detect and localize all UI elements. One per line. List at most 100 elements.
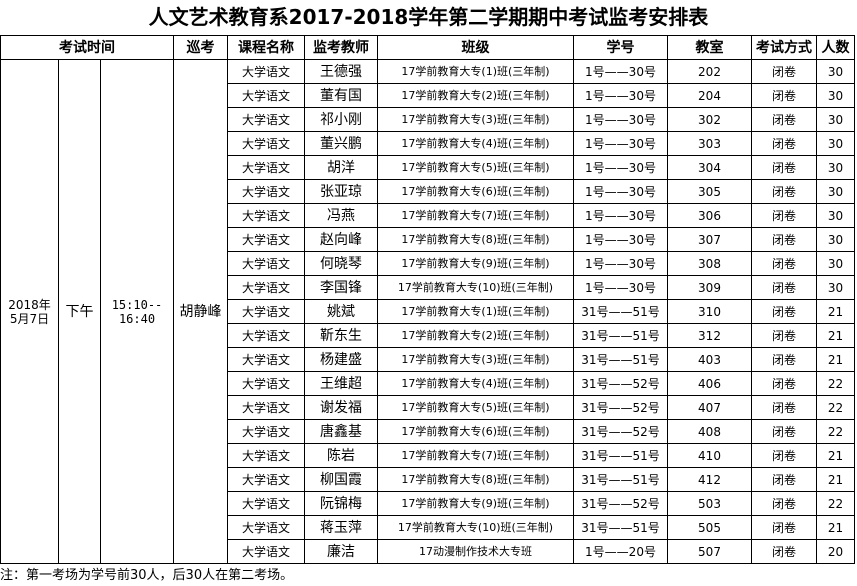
exam-type-cell: 闭卷 [751, 395, 817, 420]
room-cell: 406 [667, 371, 752, 396]
course-cell: 大学语文 [227, 491, 305, 516]
student-no-cell: 1号——30号 [573, 275, 668, 300]
schedule-table: 考试时间 巡考 课程名称 监考教师 班级 学号 教室 考试方式 人数 2018年… [0, 35, 855, 564]
course-cell: 大学语文 [227, 467, 305, 492]
student-no-cell: 31号——51号 [573, 515, 668, 540]
class-cell: 17学前教育大专(5)班(三年制) [377, 155, 574, 180]
exam-type-cell: 闭卷 [751, 203, 817, 228]
header-student-no: 学号 [573, 35, 668, 60]
teacher-cell: 董兴鹏 [304, 131, 378, 156]
table-row: 大学语文 董有国 17学前教育大专(2)班(三年制) 1号——30号 204 闭卷 30 [1, 83, 855, 108]
class-cell: 17学前教育大专(8)班(三年制) [377, 227, 574, 252]
class-cell: 17学前教育大专(3)班(三年制) [377, 107, 574, 132]
room-cell: 307 [667, 227, 752, 252]
room-cell: 312 [667, 323, 752, 348]
patrol-teacher: 胡静峰 [173, 59, 228, 564]
exam-type-cell: 闭卷 [751, 83, 817, 108]
exam-time: 15:10-- 16:40 [100, 59, 174, 564]
class-cell: 17学前教育大专(7)班(三年制) [377, 203, 574, 228]
exam-type-cell: 闭卷 [751, 179, 817, 204]
count-cell: 21 [816, 443, 855, 468]
course-cell: 大学语文 [227, 347, 305, 372]
count-cell: 21 [816, 347, 855, 372]
header-patrol: 巡考 [173, 35, 228, 60]
student-no-cell: 31号——52号 [573, 491, 668, 516]
room-cell: 303 [667, 131, 752, 156]
student-no-cell: 1号——30号 [573, 203, 668, 228]
room-cell: 310 [667, 299, 752, 324]
room-cell: 305 [667, 179, 752, 204]
page-title: 人文艺术教育系2017-2018学年第二学期期中考试监考安排表 [148, 5, 709, 29]
teacher-cell: 唐鑫基 [304, 419, 378, 444]
room-cell: 407 [667, 395, 752, 420]
count-cell: 30 [816, 179, 855, 204]
teacher-cell: 谢发福 [304, 395, 378, 420]
count-cell: 21 [816, 515, 855, 540]
header-invigilator: 监考教师 [304, 35, 378, 60]
student-no-cell: 1号——30号 [573, 227, 668, 252]
count-cell: 30 [816, 131, 855, 156]
course-cell: 大学语文 [227, 539, 305, 564]
header-room: 教室 [667, 35, 752, 60]
student-no-cell: 31号——51号 [573, 467, 668, 492]
count-cell: 22 [816, 491, 855, 516]
teacher-cell: 柳国霞 [304, 467, 378, 492]
table-row: 大学语文 谢发福 17学前教育大专(5)班(三年制) 31号——52号 407 闭卷 22 [1, 395, 855, 420]
teacher-cell: 靳东生 [304, 323, 378, 348]
table-row: 大学语文 赵向峰 17学前教育大专(8)班(三年制) 1号——30号 307 闭卷 30 [1, 227, 855, 252]
count-cell: 21 [816, 467, 855, 492]
count-cell: 22 [816, 371, 855, 396]
table-row: 大学语文 冯燕 17学前教育大专(7)班(三年制) 1号——30号 306 闭卷 30 [1, 203, 855, 228]
room-cell: 302 [667, 107, 752, 132]
table-row: 大学语文 杨建盛 17学前教育大专(3)班(三年制) 31号——51号 403 闭卷 21 [1, 347, 855, 372]
exam-type-cell: 闭卷 [751, 323, 817, 348]
class-cell: 17学前教育大专(6)班(三年制) [377, 179, 574, 204]
class-cell: 17动漫制作技术大专班 [377, 539, 574, 564]
room-cell: 202 [667, 59, 752, 84]
teacher-cell: 胡洋 [304, 155, 378, 180]
class-cell: 17学前教育大专(4)班(三年制) [377, 131, 574, 156]
exam-type-cell: 闭卷 [751, 491, 817, 516]
student-no-cell: 1号——30号 [573, 179, 668, 204]
exam-type-cell: 闭卷 [751, 227, 817, 252]
student-no-cell: 1号——30号 [573, 131, 668, 156]
room-cell: 309 [667, 275, 752, 300]
course-cell: 大学语文 [227, 203, 305, 228]
student-no-cell: 31号——52号 [573, 419, 668, 444]
student-no-cell: 31号——52号 [573, 371, 668, 396]
table-row: 2018年 5月7日 下午 15:10-- 16:40 胡静峰 大学语文 王德强 17学前教… [0, 59, 855, 564]
room-cell: 408 [667, 419, 752, 444]
teacher-cell: 祁小刚 [304, 107, 378, 132]
exam-type-cell: 闭卷 [751, 59, 817, 84]
exam-type-cell: 闭卷 [751, 443, 817, 468]
table-row: 大学语文 蒋玉萍 17学前教育大专(10)班(三年制) 31号——51号 505 闭卷 21 [1, 515, 855, 540]
course-cell: 大学语文 [227, 323, 305, 348]
room-cell: 507 [667, 539, 752, 564]
student-no-cell: 1号——20号 [573, 539, 668, 564]
exam-date: 2018年 5月7日 [0, 59, 59, 564]
teacher-cell: 杨建盛 [304, 347, 378, 372]
room-cell: 306 [667, 203, 752, 228]
table-row: 大学语文 李国锋 17学前教育大专(10)班(三年制) 1号——30号 309 闭卷 30 [1, 275, 855, 300]
exam-type-cell: 闭卷 [751, 251, 817, 276]
header-row: 考试时间 巡考 课程名称 监考教师 班级 学号 教室 考试方式 人数 [0, 35, 855, 60]
student-no-cell: 1号——30号 [573, 59, 668, 84]
class-cell: 17学前教育大专(8)班(三年制) [377, 467, 574, 492]
exam-period: 下午 [58, 59, 101, 564]
teacher-cell: 姚斌 [304, 299, 378, 324]
student-no-cell: 31号——51号 [573, 323, 668, 348]
header-class: 班级 [377, 35, 574, 60]
header-exam-type: 考试方式 [751, 35, 817, 60]
student-no-cell: 31号——51号 [573, 347, 668, 372]
course-cell: 大学语文 [227, 419, 305, 444]
exam-type-cell: 闭卷 [751, 131, 817, 156]
course-cell: 大学语文 [227, 155, 305, 180]
teacher-cell: 张亚琼 [304, 179, 378, 204]
count-cell: 30 [816, 59, 855, 84]
student-no-cell: 31号——51号 [573, 299, 668, 324]
room-cell: 304 [667, 155, 752, 180]
table-row: 大学语文 柳国霞 17学前教育大专(8)班(三年制) 31号——51号 412 闭卷 21 [1, 467, 855, 492]
table-row: 大学语文 祁小刚 17学前教育大专(3)班(三年制) 1号——30号 302 闭卷 30 [1, 107, 855, 132]
class-cell: 17学前教育大专(10)班(三年制) [377, 275, 574, 300]
class-cell: 17学前教育大专(6)班(三年制) [377, 419, 574, 444]
